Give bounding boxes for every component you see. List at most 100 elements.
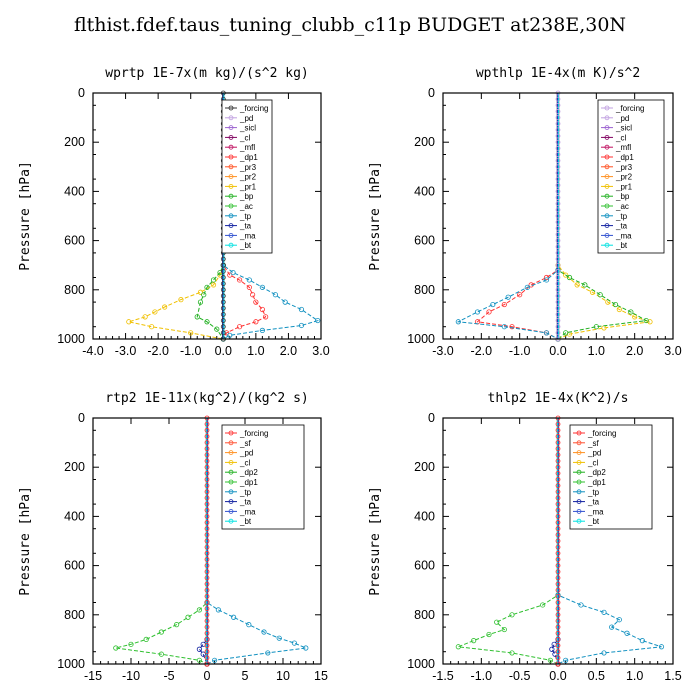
legend-marker	[228, 193, 234, 199]
legend-box	[221, 424, 305, 530]
data-point	[194, 314, 200, 320]
legend-label: _sf	[239, 439, 251, 448]
zero-profile-marker	[220, 281, 226, 287]
legend: _forcing_pd_sicl_cl_mfl_dp1_pr3_pr2_pr1_…	[221, 99, 273, 254]
x-tick-label: -1.5	[432, 669, 454, 683]
zero-profile-marker	[555, 170, 561, 176]
legend-marker	[576, 518, 582, 524]
y-tick-label: 200	[64, 460, 85, 474]
x-tick-label: -5	[163, 669, 174, 683]
legend-marker	[604, 144, 610, 150]
y-tick-label: 600	[414, 559, 435, 573]
zero-profile-marker	[204, 544, 210, 550]
legend-marker	[228, 203, 234, 209]
data-point	[259, 306, 265, 313]
zero-profile-marker	[204, 649, 210, 655]
y-axis-label: Pressure [hPa]	[368, 161, 383, 271]
zero-profile-marker	[555, 158, 561, 164]
legend-label: _pr2	[239, 173, 257, 182]
legend-label: _pr1	[239, 182, 257, 191]
figure-title: flthist.fdef.taus_tuning_clubb_c11p BUDG…	[73, 14, 627, 36]
legend-marker	[228, 134, 234, 140]
data-point	[231, 614, 237, 620]
legend-label: _pr3	[615, 163, 633, 172]
data-point	[200, 651, 206, 657]
x-tick-label: -1.0	[180, 344, 202, 358]
legend-label: _bt	[239, 517, 252, 526]
data-point	[158, 629, 164, 635]
data-point	[547, 657, 553, 663]
legend-label: _tp	[239, 488, 252, 497]
zero-profile-marker	[204, 483, 210, 489]
data-point	[501, 626, 507, 633]
y-tick-label: 0	[78, 86, 85, 100]
data-point	[578, 602, 584, 608]
data-point	[563, 330, 569, 336]
zero-profile-marker	[555, 201, 561, 207]
legend-marker	[604, 183, 610, 189]
panel-title: wpthlp 1E-4x(m K)/s^2	[476, 66, 640, 81]
legend-label: _pd	[239, 114, 253, 123]
zero-profile-marker	[555, 649, 561, 655]
legend-label: _ta	[239, 222, 252, 231]
x-tick-label: -3.0	[432, 344, 454, 358]
series-line	[128, 93, 224, 340]
legend-label: _bt	[587, 517, 600, 526]
zero-profile-marker	[555, 550, 561, 556]
zero-profile-marker	[555, 281, 561, 287]
data-point	[149, 324, 155, 330]
zero-profile-marker	[555, 600, 561, 605]
legend-label: _sicl	[615, 124, 632, 133]
zero-profile-marker	[555, 324, 561, 330]
data-point	[303, 645, 309, 651]
legend-marker	[228, 430, 234, 436]
legend-marker	[604, 105, 610, 111]
data-point	[315, 317, 321, 324]
data-point	[250, 292, 256, 298]
data-point	[236, 324, 243, 330]
legend-marker	[604, 213, 610, 219]
zero-profile-marker	[220, 305, 226, 311]
data-point	[517, 292, 523, 298]
zero-profile-marker	[555, 305, 561, 311]
data-point	[505, 294, 511, 300]
x-tick-label: 0.0	[549, 344, 566, 358]
legend-marker	[604, 232, 610, 238]
zero-profile-marker	[555, 458, 561, 464]
zero-profile-marker	[204, 434, 210, 439]
x-tick-label: 1.0	[588, 344, 605, 358]
y-tick-label: 0	[428, 411, 435, 425]
data-point	[624, 630, 630, 636]
zero-profile-marker	[555, 569, 561, 575]
plot-frame	[92, 92, 322, 340]
zero-profile-marker	[220, 318, 226, 323]
data-point	[215, 607, 221, 613]
legend-label: _sicl	[239, 124, 256, 133]
zero-profile-marker	[555, 232, 561, 237]
y-tick-label: 400	[64, 184, 85, 198]
zero-profile-marker	[555, 643, 561, 648]
y-tick-label: 1000	[57, 332, 85, 346]
y-tick-label: 400	[414, 184, 435, 198]
zero-profile-marker	[204, 643, 210, 648]
data-point	[593, 324, 599, 330]
chart-panel-2: wpthlp 1E-4x(m K)/s^2 Pressure [hPa] -3.0 -…	[368, 66, 682, 358]
legend-marker	[228, 459, 234, 465]
data-point	[204, 319, 210, 325]
zero-profile-marker	[555, 287, 561, 293]
data-point	[549, 646, 555, 652]
legend-label: _bt	[615, 241, 628, 250]
data-point	[643, 317, 649, 324]
zero-profile-marker	[220, 268, 226, 274]
zero-profile-marker	[204, 600, 210, 605]
y-tick-label: 400	[64, 509, 85, 523]
data-point	[524, 284, 530, 290]
legend-marker	[228, 154, 234, 160]
panel-title: thlp2 1E-4x(K^2)/s	[488, 391, 629, 406]
legend-marker	[576, 450, 582, 456]
series-line	[557, 93, 648, 340]
data-point	[197, 289, 204, 295]
zero-profile-marker	[555, 507, 561, 513]
zero-profile-marker	[555, 121, 561, 127]
